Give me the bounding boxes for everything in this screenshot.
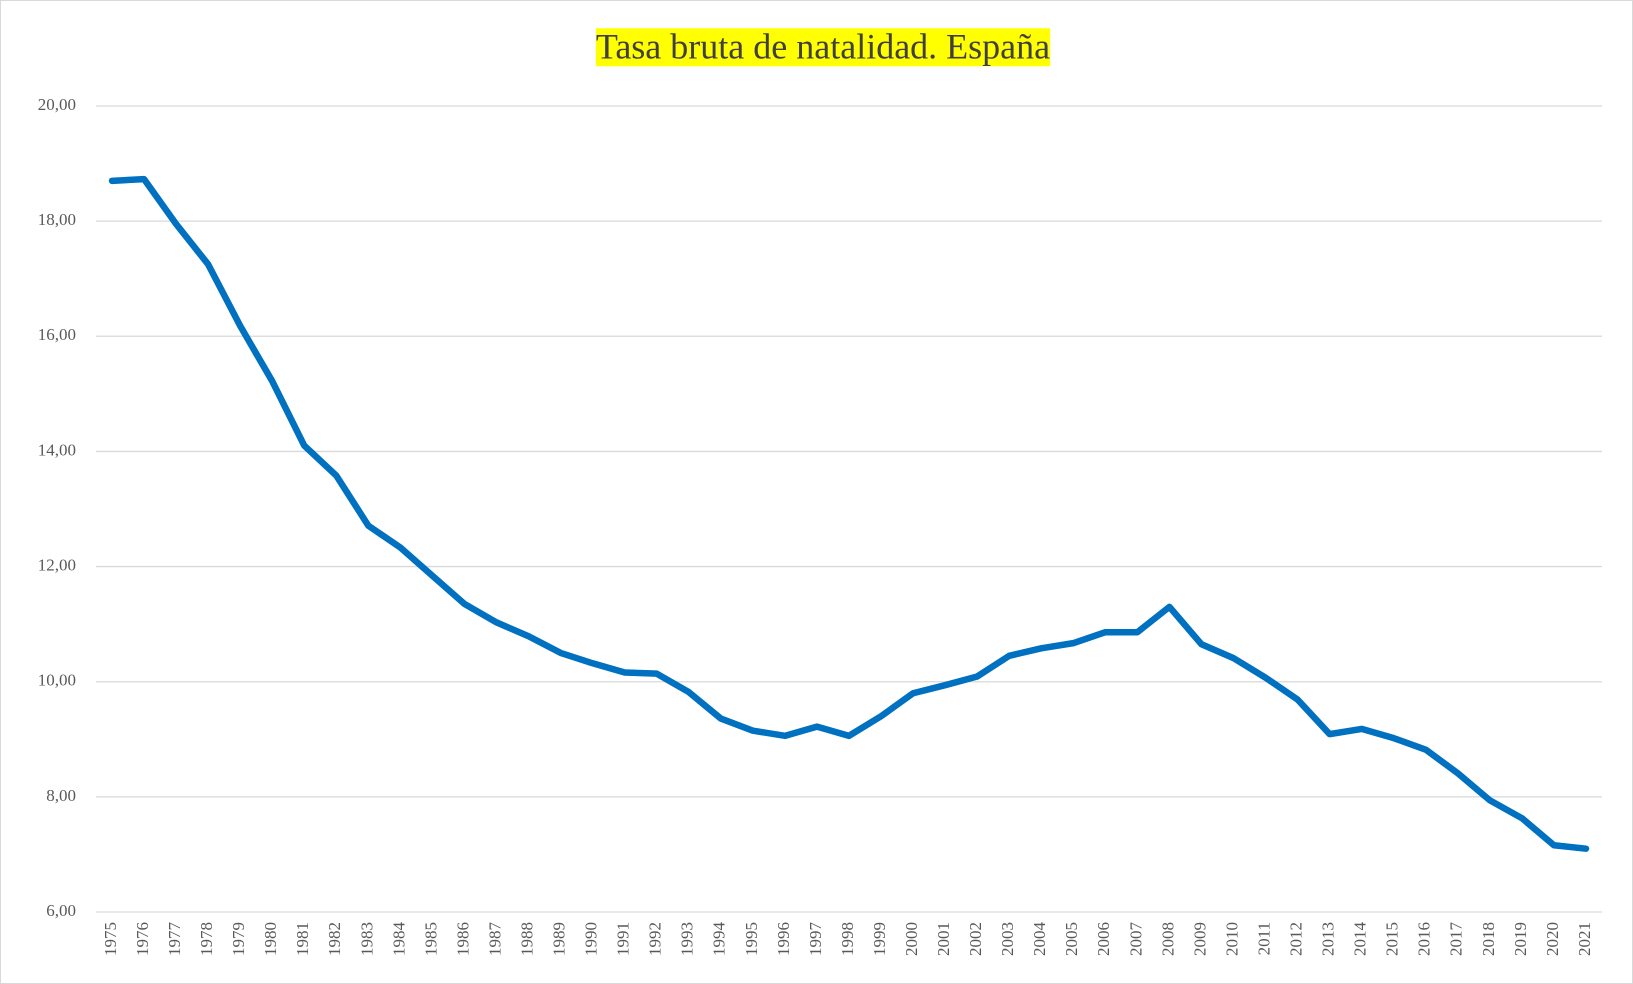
x-tick-label: 2019	[1511, 922, 1530, 956]
y-tick-label: 6,00	[46, 901, 76, 920]
x-tick-label: 1978	[197, 922, 216, 956]
x-tick-label: 1985	[421, 922, 440, 956]
x-tick-label: 1997	[806, 922, 825, 957]
x-tick-label: 2000	[902, 922, 921, 956]
x-tick-label: 2014	[1351, 922, 1370, 957]
x-tick-label: 2018	[1479, 922, 1498, 956]
y-tick-label: 12,00	[38, 555, 76, 574]
x-tick-label: 1987	[485, 922, 504, 957]
x-tick-label: 2005	[1062, 922, 1081, 956]
x-tick-label: 1994	[710, 922, 729, 957]
x-tick-label: 1996	[774, 922, 793, 956]
x-tick-label: 2003	[998, 922, 1017, 956]
x-tick-label: 2020	[1543, 922, 1562, 956]
y-tick-label: 20,00	[38, 95, 76, 114]
x-tick-label: 1998	[838, 922, 857, 956]
x-tick-label: 1979	[229, 922, 248, 956]
x-tick-label: 2012	[1287, 922, 1306, 956]
y-tick-label: 14,00	[38, 440, 76, 459]
x-tick-label: 2021	[1575, 922, 1594, 956]
x-tick-label: 2009	[1190, 922, 1209, 956]
x-tick-label: 1995	[742, 922, 761, 956]
x-tick-label: 2017	[1447, 922, 1466, 957]
x-tick-label: 1984	[389, 922, 408, 957]
y-tick-label: 8,00	[46, 786, 76, 805]
x-tick-label: 1977	[165, 922, 184, 957]
x-tick-label: 1989	[550, 922, 569, 956]
x-tick-label: 2011	[1254, 922, 1273, 955]
x-tick-label: 2008	[1158, 922, 1177, 956]
x-tick-label: 1980	[261, 922, 280, 956]
y-tick-label: 18,00	[38, 210, 76, 229]
y-tick-label: 10,00	[38, 671, 76, 690]
x-tick-label: 1981	[293, 922, 312, 956]
x-tick-label: 2006	[1094, 922, 1113, 956]
x-tick-label: 1982	[325, 922, 344, 956]
x-tick-label: 1983	[357, 922, 376, 956]
x-tick-label: 2010	[1222, 922, 1241, 956]
x-tick-label: 1991	[614, 922, 633, 956]
x-tick-label: 2007	[1126, 922, 1145, 957]
x-tick-label: 2016	[1415, 922, 1434, 956]
x-tick-label: 2004	[1030, 922, 1049, 957]
x-tick-label: 2013	[1319, 922, 1338, 956]
x-tick-label: 2002	[966, 922, 985, 956]
y-tick-label: 16,00	[38, 325, 76, 344]
x-tick-label: 1990	[582, 922, 601, 956]
x-tick-label: 1975	[101, 922, 120, 956]
line	[108, 175, 1590, 852]
x-tick-label: 1999	[870, 922, 889, 956]
x-tick-label: 1976	[133, 922, 152, 956]
title-highlight	[595, 28, 1051, 67]
x-tick-label: 1992	[646, 922, 665, 956]
x-tick-label: 1988	[517, 922, 536, 956]
x-tick-label: 1986	[453, 922, 472, 956]
chart-title: Tasa bruta de natalidad. España	[596, 26, 1050, 66]
x-tick-label: 2015	[1383, 922, 1402, 956]
x-tick-label: 2001	[934, 922, 953, 956]
x-tick-label: 1993	[678, 922, 697, 956]
